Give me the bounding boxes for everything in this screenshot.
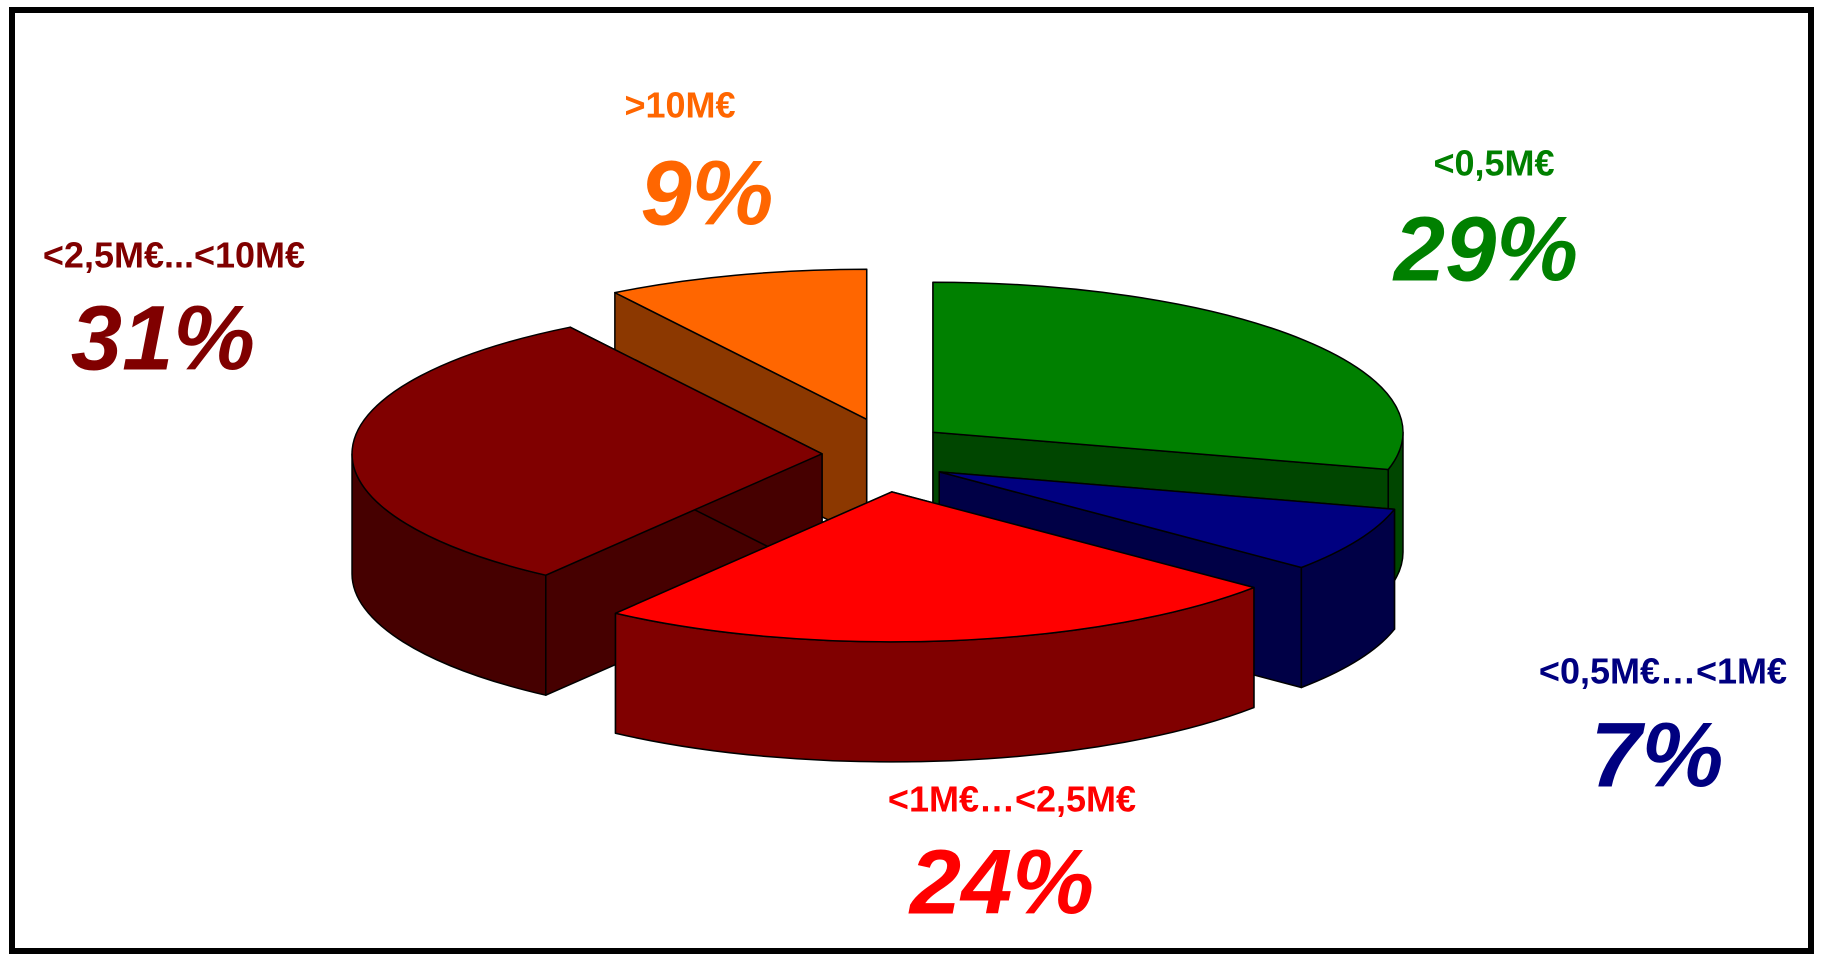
pie-slice <box>614 268 868 421</box>
pie-slice <box>938 471 1396 569</box>
slice-name: <1M€…<2,5M€ <box>888 779 1136 820</box>
pie-slice <box>932 281 1404 471</box>
pie-slice <box>351 326 823 576</box>
slice-percent: 31% <box>71 287 255 389</box>
slice-percent: 24% <box>908 831 1094 933</box>
chart-frame <box>9 7 1814 954</box>
slice-percent: 7% <box>1591 704 1724 806</box>
slice-percent: 29% <box>1392 198 1578 300</box>
slice-name: <0,5M€…<1M€ <box>1539 651 1787 692</box>
slice-name: <2,5M€...<10M€ <box>43 235 305 276</box>
pie-slice <box>614 491 1255 643</box>
slice-name: >10M€ <box>624 85 735 126</box>
slice-percent: 9% <box>641 142 774 244</box>
slice-name: <0,5M€ <box>1433 143 1554 184</box>
